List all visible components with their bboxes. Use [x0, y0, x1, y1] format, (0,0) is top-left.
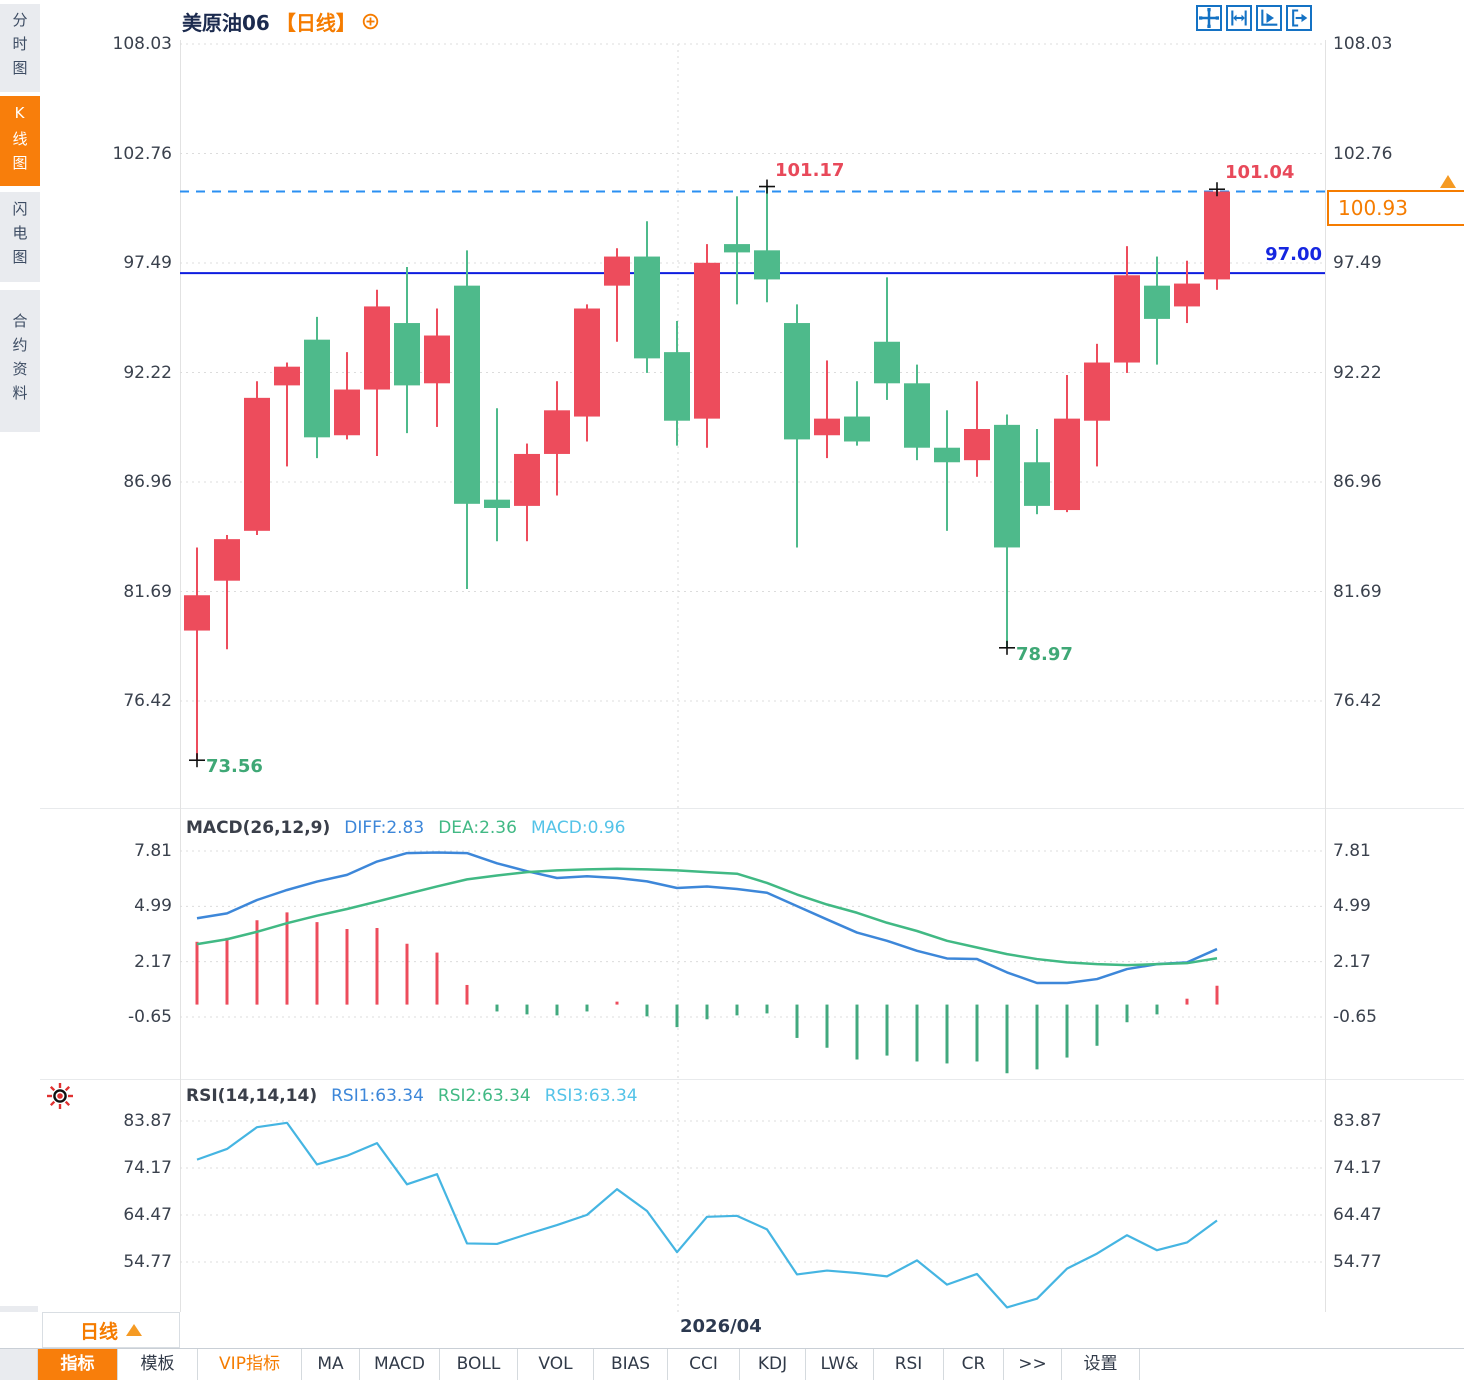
- macd-y-tick: 2.17: [1333, 951, 1371, 972]
- rsi3-value: RSI3:63.34: [544, 1086, 638, 1106]
- rsi-y-tick: 54.77: [1333, 1252, 1382, 1272]
- period-selector[interactable]: 日线: [42, 1312, 180, 1348]
- price-annotation-101.17: 101.17: [775, 159, 845, 181]
- last-price-box: 100.93: [1327, 190, 1464, 226]
- tab-BOLL[interactable]: BOLL: [440, 1349, 518, 1380]
- sidebar-item-2[interactable]: K线图: [0, 96, 40, 186]
- main-y-tick: 92.22: [1333, 362, 1382, 383]
- hline-price-label: 97.00: [1265, 244, 1322, 265]
- tab-VOL[interactable]: VOL: [518, 1349, 594, 1380]
- macd-title: MACD(26,12,9): [186, 818, 331, 838]
- sidebar-item-1[interactable]: 分时图: [0, 4, 40, 92]
- rsi-y-tick: 83.87: [123, 1111, 172, 1131]
- add-indicator-icon[interactable]: [362, 13, 379, 30]
- main-y-tick: 81.69: [123, 581, 172, 602]
- main-y-tick: 102.76: [112, 143, 172, 164]
- pop-out-icon[interactable]: [1286, 5, 1312, 31]
- tab-MA[interactable]: MA: [302, 1349, 360, 1380]
- price-annotation-78.97: 78.97: [1016, 643, 1073, 665]
- period-tag: 【日线】: [275, 10, 356, 35]
- main-y-tick: 86.96: [123, 472, 172, 492]
- macd-y-tick: 7.81: [134, 841, 172, 861]
- rsi-y-tick: 74.17: [1333, 1158, 1382, 1178]
- tab-LW&[interactable]: LW&: [806, 1349, 874, 1380]
- y-scale-icon[interactable]: [1256, 5, 1282, 31]
- macd-dea-value: DEA:2.36: [438, 818, 517, 838]
- rsi-y-tick: 64.47: [123, 1205, 172, 1225]
- macd-y-tick: 2.17: [134, 951, 172, 972]
- macd-title-row: MACD(26,12,9) DIFF:2.83 DEA:2.36 MACD:0.…: [186, 818, 625, 838]
- main-y-tick: 102.76: [1333, 143, 1393, 164]
- symbol-title: 美原油06: [182, 10, 270, 35]
- left-sidebar: 分时图 K线图闪电图合约资料: [0, 0, 40, 1380]
- main-y-tick: 76.42: [1333, 691, 1382, 711]
- tab-MACD[interactable]: MACD: [360, 1349, 440, 1380]
- period-selector-label: 日线: [79, 1320, 118, 1343]
- sidebar-item-3[interactable]: 闪电图: [0, 192, 40, 282]
- macd-y-tick: 7.81: [1333, 841, 1371, 861]
- main-y-tick: 97.49: [1333, 253, 1382, 273]
- tab-KDJ[interactable]: KDJ: [740, 1349, 806, 1380]
- macd-y-tick: -0.65: [128, 1006, 172, 1027]
- chevron-up-icon: [126, 1324, 142, 1336]
- indicator-tab-bar: 指标 模板 VIP指标 MA MACD BOLL VOL BIAS CCI KDJ LW& RSI CR…: [0, 1348, 1464, 1380]
- x-axis-label: 2026/04: [680, 1316, 762, 1337]
- main-y-tick: 92.22: [123, 362, 172, 383]
- main-y-tick: 108.03: [112, 34, 172, 54]
- rsi-y-tick: 74.17: [123, 1158, 172, 1178]
- main-y-tick: 86.96: [1333, 472, 1382, 492]
- macd-y-tick: 4.99: [1333, 896, 1371, 917]
- rsi-title: RSI(14,14,14): [186, 1086, 318, 1106]
- chart-tool-buttons: [1196, 5, 1312, 31]
- rsi-y-tick: 64.47: [1333, 1205, 1382, 1225]
- rsi1-value: RSI1:63.34: [331, 1086, 424, 1106]
- rsi-title-row: RSI(14,14,14) RSI1:63.34 RSI2:63.34 RSI3…: [186, 1086, 638, 1106]
- price-annotation-101.04: 101.04: [1225, 162, 1295, 184]
- tab-设置[interactable]: 设置: [1062, 1349, 1140, 1380]
- tab-模板[interactable]: 模板: [118, 1349, 198, 1380]
- macd-hist-value: MACD:0.96: [530, 818, 626, 838]
- main-y-tick: 108.03: [1333, 34, 1393, 54]
- tab-RSI[interactable]: RSI: [874, 1349, 944, 1380]
- tab-指标[interactable]: 指标: [38, 1349, 118, 1380]
- tab-VIP指标[interactable]: VIP指标: [198, 1349, 302, 1380]
- macd-y-tick: -0.65: [1333, 1006, 1377, 1027]
- rsi2-value: RSI2:63.34: [437, 1086, 531, 1106]
- indicator-settings-icon[interactable]: [46, 1082, 74, 1114]
- macd-y-tick: 4.99: [134, 896, 172, 917]
- rsi-y-tick: 54.77: [123, 1252, 172, 1272]
- move-tool-icon[interactable]: [1196, 5, 1222, 31]
- tab-bar-spacer: [0, 1349, 38, 1380]
- rsi-y-tick: 83.87: [1333, 1111, 1382, 1131]
- chart-header: 美原油06 【日线】: [182, 8, 379, 35]
- x-scale-icon[interactable]: [1226, 5, 1252, 31]
- main-y-tick: 76.42: [123, 691, 172, 711]
- main-y-tick: 81.69: [1333, 581, 1382, 602]
- macd-diff-value: DIFF:2.83: [344, 818, 425, 838]
- tab-BIAS[interactable]: BIAS: [594, 1349, 668, 1380]
- main-y-tick: 97.49: [123, 253, 172, 273]
- sidebar-item-4[interactable]: 合约资料: [0, 290, 40, 432]
- tab-CR[interactable]: CR: [944, 1349, 1004, 1380]
- tab->>[interactable]: >>: [1004, 1349, 1062, 1380]
- price-annotation-73.56: 73.56: [206, 756, 263, 778]
- price-up-arrow-icon: [1440, 175, 1456, 188]
- time-axis-row: 日线 2026/04: [0, 1312, 1464, 1348]
- tab-CCI[interactable]: CCI: [668, 1349, 740, 1380]
